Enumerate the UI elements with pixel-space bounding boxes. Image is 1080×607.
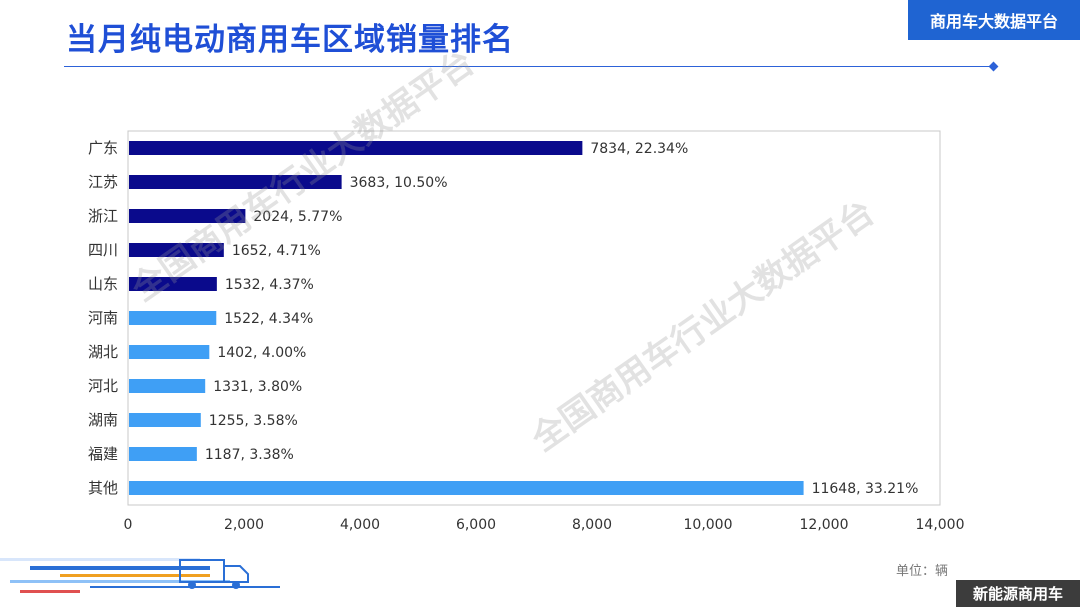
data-label: 3683, 10.50% bbox=[350, 175, 448, 191]
data-label: 1255, 3.58% bbox=[209, 413, 298, 429]
category-label: 江苏 bbox=[88, 173, 118, 191]
brand-badge: 商用车大数据平台 bbox=[908, 0, 1080, 40]
data-label: 1331, 3.80% bbox=[213, 379, 302, 395]
data-label: 1532, 4.37% bbox=[225, 277, 314, 293]
title-underline bbox=[64, 66, 994, 67]
x-tick-label: 0 bbox=[124, 517, 133, 533]
bar bbox=[129, 209, 246, 223]
page-title: 当月纯电动商用车区域销量排名 bbox=[66, 22, 514, 58]
category-label: 河南 bbox=[88, 309, 118, 327]
category-label: 湖南 bbox=[88, 411, 118, 429]
unit-label: 单位：辆 bbox=[896, 564, 949, 579]
bar bbox=[129, 345, 210, 359]
category-label: 福建 bbox=[88, 445, 118, 463]
category-label: 四川 bbox=[88, 241, 118, 259]
x-tick-label: 14,000 bbox=[916, 517, 965, 533]
bar bbox=[129, 277, 217, 291]
data-label: 2024, 5.77% bbox=[253, 209, 342, 225]
x-tick-label: 8,000 bbox=[572, 517, 612, 533]
bar bbox=[129, 243, 224, 257]
x-tick-label: 4,000 bbox=[340, 517, 380, 533]
data-label: 1187, 3.38% bbox=[205, 447, 294, 463]
bar bbox=[129, 379, 206, 393]
category-label: 广东 bbox=[88, 139, 118, 157]
data-label: 1652, 4.71% bbox=[232, 243, 321, 259]
category-label: 湖北 bbox=[88, 343, 118, 361]
truck-illustration bbox=[0, 558, 280, 593]
x-tick-label: 10,000 bbox=[684, 517, 733, 533]
x-tick-label: 6,000 bbox=[456, 517, 496, 533]
plot-frame bbox=[127, 130, 941, 506]
bar bbox=[129, 413, 201, 427]
footer-badge: 新能源商用车 bbox=[956, 580, 1080, 607]
bar bbox=[129, 141, 583, 155]
category-label: 山东 bbox=[88, 275, 118, 293]
bar bbox=[129, 447, 197, 461]
bar bbox=[129, 311, 217, 325]
bars-layer bbox=[129, 141, 804, 495]
data-label: 7834, 22.34% bbox=[590, 141, 688, 157]
x-tick-label: 2,000 bbox=[224, 517, 264, 533]
x-tick-label: 12,000 bbox=[800, 517, 849, 533]
bar bbox=[129, 481, 804, 495]
category-label: 其他 bbox=[88, 479, 118, 497]
bar bbox=[129, 175, 342, 189]
labels-layer: 广东 7834, 22.34% 江苏 3683, 10.50% 浙江 2024, 5.77… bbox=[88, 139, 918, 497]
category-label: 浙江 bbox=[88, 207, 118, 225]
data-label: 11648, 33.21% bbox=[812, 481, 919, 497]
data-label: 1402, 4.00% bbox=[217, 345, 306, 361]
category-label: 河北 bbox=[88, 377, 118, 395]
data-label: 1522, 4.34% bbox=[224, 311, 313, 327]
x-axis: 0 2,000 4,000 6,000 8,000 10,000 12,000 14,000 bbox=[124, 517, 965, 533]
